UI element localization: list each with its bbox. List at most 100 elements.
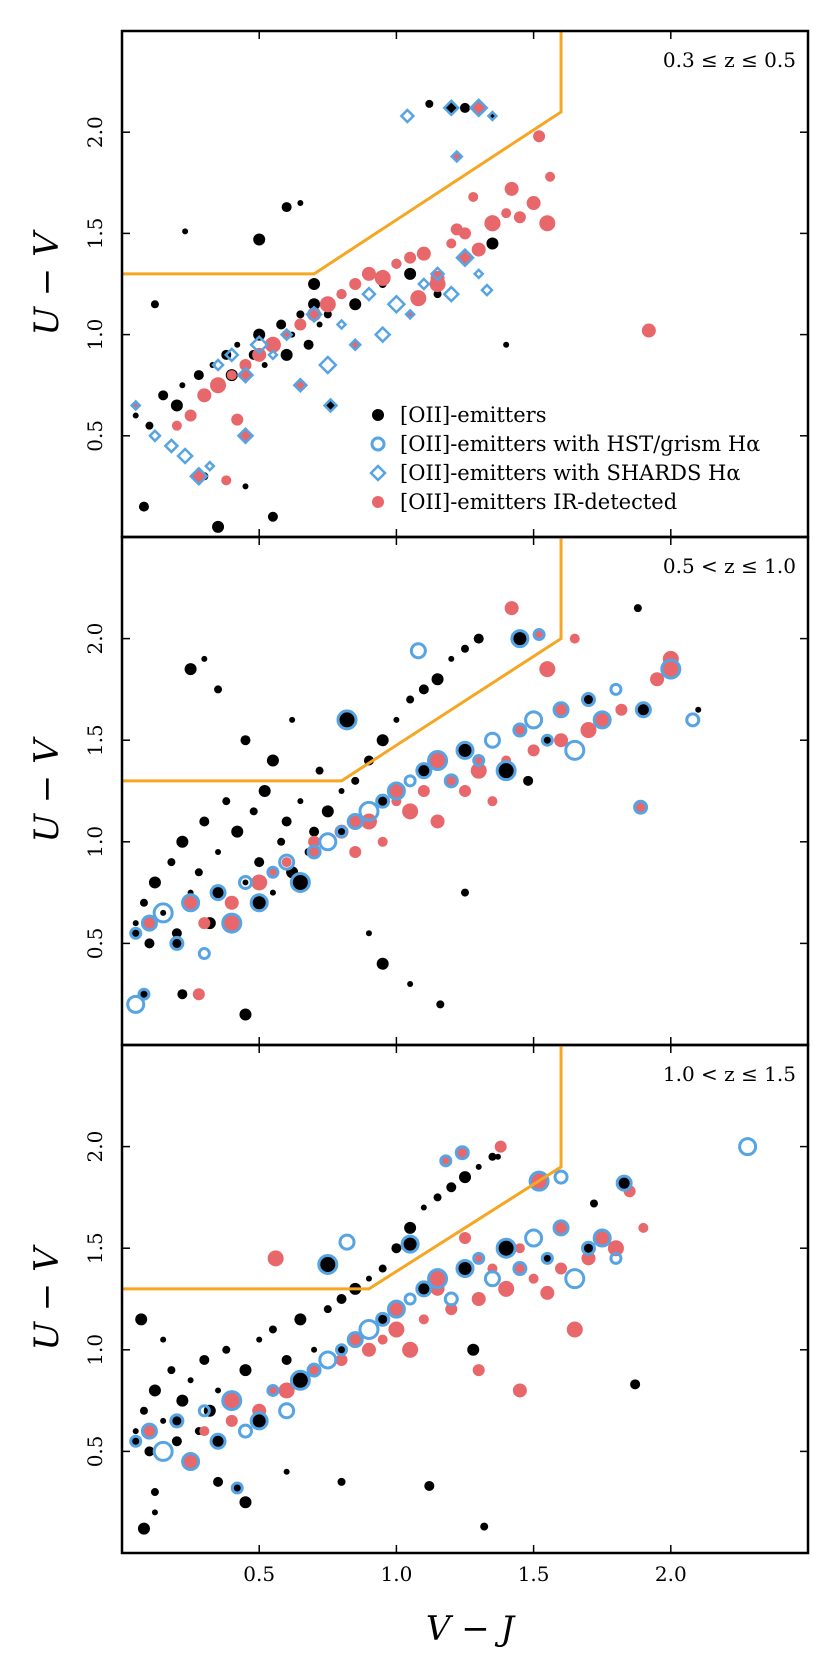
- emitter-point: [139, 898, 148, 907]
- hst-grism-point: [129, 926, 143, 940]
- ir-detected-point: [171, 420, 182, 431]
- emitter-point: [194, 868, 203, 877]
- emitter-point: [424, 1480, 435, 1491]
- ir-detected-point: [459, 785, 471, 797]
- emitter-point: [171, 928, 182, 939]
- hst-grism-point: [249, 1411, 269, 1431]
- emitter-point: [475, 1163, 482, 1170]
- y-tick-label: 1.5: [83, 217, 107, 249]
- emitter-point: [404, 267, 417, 280]
- hst-grism-point: [181, 893, 201, 913]
- hst-grism-point: [427, 1268, 449, 1290]
- emitter-point: [242, 879, 249, 886]
- y-tick-label: 0.5: [83, 1435, 107, 1467]
- ir-detected-point: [615, 703, 628, 716]
- emitter-point: [239, 1008, 252, 1021]
- ir-detected-point: [226, 370, 237, 381]
- hst-grism-point: [564, 739, 586, 761]
- ir-detected-point: [581, 1251, 596, 1266]
- emitter-point: [253, 328, 266, 341]
- emitter-point: [280, 348, 293, 361]
- emitter-point: [201, 655, 208, 662]
- emitter-point: [406, 695, 415, 704]
- hst-grism-point: [289, 871, 311, 893]
- ir-detected-point: [528, 1273, 539, 1284]
- hst-grism-point: [237, 874, 253, 890]
- hst-grism-point: [338, 1233, 356, 1251]
- emitter-point: [480, 1522, 489, 1531]
- y-tick-label: 0.5: [83, 927, 107, 959]
- y-tick-label: 2.0: [83, 116, 107, 148]
- emitter-point: [323, 310, 332, 319]
- x-axis-label: V − J: [426, 1609, 517, 1649]
- hst-grism-point: [552, 1219, 570, 1237]
- emitter-point: [239, 1496, 252, 1509]
- shards-point: [322, 397, 339, 414]
- ir-detected-point: [308, 835, 321, 848]
- emitter-point: [337, 1477, 346, 1486]
- emitter-point: [199, 816, 210, 827]
- shards-point: [468, 98, 489, 118]
- hst-grism-point: [137, 987, 151, 1001]
- hst-grism-point: [532, 628, 546, 642]
- hst-grism-point: [140, 914, 158, 932]
- emitter-point: [135, 1313, 148, 1326]
- emitter-point: [303, 339, 314, 350]
- ir-detected-point: [239, 358, 252, 371]
- ir-detected-point: [349, 845, 362, 858]
- hst-grism-point: [443, 773, 459, 789]
- y-axis-label: U − V: [27, 229, 67, 336]
- ir-detected-point: [281, 857, 292, 868]
- ir-detected-point: [402, 803, 419, 820]
- hst-grism-point: [512, 722, 528, 738]
- emitter-point: [460, 102, 470, 113]
- shards-point: [236, 427, 255, 445]
- ir-detected-point: [417, 785, 430, 797]
- shards-point: [361, 286, 377, 302]
- emitter-point: [486, 237, 499, 250]
- emitter-point: [433, 1193, 442, 1202]
- hst-grism-point: [455, 740, 475, 760]
- hst-grism-point: [415, 1280, 433, 1298]
- emitter-point: [179, 382, 186, 389]
- ir-detected-point: [192, 988, 205, 1001]
- hst-grism-point: [237, 1423, 253, 1439]
- emitter-point: [277, 837, 286, 846]
- emitter-point: [150, 1488, 159, 1497]
- hst-grism-point: [375, 793, 391, 809]
- emitter-point: [431, 673, 444, 686]
- emitter-point: [523, 775, 534, 786]
- emitter-point: [213, 1476, 224, 1487]
- emitter-point: [222, 797, 231, 806]
- hst-grism-point: [524, 710, 544, 730]
- emitter-point: [239, 1364, 252, 1377]
- hst-grism-point: [358, 1318, 380, 1340]
- hst-grism-point: [633, 799, 649, 815]
- ir-detected-point: [539, 215, 556, 232]
- shards-point: [211, 358, 225, 372]
- emitter-point: [630, 1379, 641, 1390]
- shards-point: [480, 283, 494, 297]
- hst-grism-point: [126, 994, 146, 1014]
- hst-grism-point: [403, 1292, 417, 1306]
- x-tick-label: 0.5: [243, 1562, 275, 1586]
- shards-point: [129, 399, 142, 412]
- hst-grism-point: [634, 701, 652, 719]
- emitter-point: [336, 1294, 347, 1304]
- shards-point: [163, 438, 180, 454]
- emitter-point: [378, 1264, 387, 1273]
- emitter-point: [418, 684, 429, 695]
- emitter-point: [267, 511, 278, 522]
- hst-grism-point: [540, 1251, 554, 1265]
- emitter-point: [160, 1417, 167, 1424]
- ir-detected-point: [231, 413, 244, 426]
- emitter-point: [281, 816, 292, 827]
- y-tick-label: 2.0: [83, 623, 107, 655]
- shards-point: [442, 285, 461, 303]
- ir-detected-point: [388, 1321, 405, 1338]
- hst-grism-point: [181, 1452, 201, 1472]
- hst-grism-point: [358, 800, 380, 822]
- emitter-point: [376, 957, 389, 970]
- shards-point: [386, 294, 407, 315]
- ir-detected-point: [184, 409, 197, 422]
